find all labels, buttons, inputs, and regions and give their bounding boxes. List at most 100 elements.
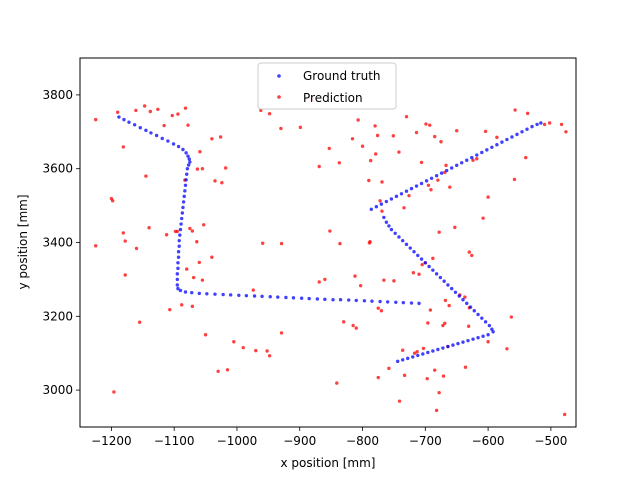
y-tick-label: 3600 — [42, 162, 73, 176]
prediction-point — [380, 180, 384, 184]
prediction-point — [397, 399, 402, 403]
prediction-point — [402, 373, 407, 378]
prediction-point — [279, 126, 283, 131]
ground-truth-point — [176, 286, 180, 291]
x-tick-label: −900 — [283, 434, 316, 448]
prediction-point — [267, 112, 272, 116]
ground-truth-point — [252, 294, 257, 298]
x-tick-label: −500 — [534, 434, 567, 448]
ground-truth-point — [122, 117, 126, 122]
ground-truth-point — [188, 160, 192, 164]
y-tick-label: 3800 — [42, 88, 73, 102]
ground-truth-point — [117, 115, 121, 119]
ground-truth-point — [412, 250, 416, 254]
prediction-point — [176, 112, 180, 116]
prediction-point — [447, 303, 451, 308]
ground-truth-point — [406, 356, 410, 361]
ground-truth-point — [181, 147, 185, 152]
ground-truth-point — [535, 122, 539, 127]
ground-truth-point — [455, 163, 459, 168]
prediction-point — [509, 315, 514, 319]
ground-truth-point — [436, 347, 440, 352]
prediction-point — [429, 188, 433, 192]
ground-truth-point — [427, 264, 431, 269]
prediction-point — [428, 123, 432, 127]
prediction-point — [417, 272, 421, 276]
ground-truth-point — [171, 142, 176, 146]
prediction-point — [376, 306, 380, 310]
prediction-point — [241, 345, 245, 350]
ground-truth-point — [446, 283, 450, 287]
ground-truth-point — [299, 296, 304, 300]
ground-truth-point — [431, 349, 435, 353]
prediction-point — [373, 124, 377, 128]
prediction-point — [404, 114, 409, 119]
prediction-point — [175, 229, 180, 234]
prediction-point — [415, 350, 419, 354]
ground-truth-point — [323, 297, 327, 302]
ground-truth-point — [424, 179, 429, 183]
prediction-point — [254, 348, 258, 353]
prediction-point — [431, 256, 435, 261]
x-tick-label: −1100 — [154, 434, 195, 448]
prediction-point — [183, 106, 188, 110]
ground-truth-point — [185, 167, 190, 171]
prediction-point — [223, 166, 228, 170]
ground-truth-point — [186, 163, 191, 167]
prediction-point — [448, 185, 452, 189]
ground-truth-point — [268, 295, 272, 299]
ground-truth-point — [487, 323, 492, 328]
prediction-point — [470, 253, 474, 258]
ground-truth-point — [525, 127, 529, 131]
prediction-point — [200, 167, 205, 171]
ground-truth-point — [404, 189, 409, 193]
ground-truth-point — [409, 186, 414, 191]
ground-truth-point — [530, 124, 534, 129]
ground-truth-point — [382, 215, 386, 220]
x-tick-label: −1000 — [217, 434, 258, 448]
ground-truth-point — [468, 305, 473, 309]
ground-truth-point — [539, 121, 543, 125]
ground-truth-point — [471, 337, 475, 341]
prediction-point — [337, 161, 341, 165]
prediction-point — [134, 246, 139, 251]
ground-truth-point — [186, 154, 190, 158]
ground-truth-point — [378, 299, 382, 304]
prediction-point — [121, 145, 126, 149]
y-axis-label: y position [mm] — [16, 194, 30, 289]
ground-truth-point — [179, 222, 183, 226]
ground-truth-point — [401, 358, 405, 362]
y-tick-label: 3000 — [42, 383, 73, 397]
prediction-point — [525, 111, 530, 116]
prediction-point — [512, 177, 517, 182]
ground-truth-point — [160, 136, 164, 141]
ground-truth-point — [176, 261, 180, 265]
ground-truth-point — [431, 268, 435, 272]
ground-truth-point — [369, 207, 374, 211]
prediction-point — [121, 231, 126, 235]
prediction-point — [94, 117, 98, 122]
prediction-point — [401, 348, 405, 352]
prediction-point — [391, 134, 395, 138]
prediction-point — [563, 412, 567, 417]
ground-truth-point — [187, 157, 191, 161]
prediction-point — [123, 239, 127, 243]
prediction-point — [356, 118, 360, 122]
prediction-point — [441, 323, 445, 328]
ground-truth-point — [411, 355, 415, 359]
ground-truth-point — [505, 137, 509, 142]
prediction-point — [342, 320, 346, 324]
prediction-point — [328, 229, 332, 233]
ground-truth-point — [480, 316, 484, 320]
ground-truth-point — [486, 333, 490, 337]
prediction-point — [367, 241, 372, 245]
ground-truth-point — [434, 174, 439, 178]
prediction-point — [379, 309, 384, 313]
prediction-point — [542, 122, 547, 127]
plot-frame — [79, 57, 577, 428]
prediction-point — [547, 121, 552, 125]
ground-truth-point — [132, 123, 137, 127]
prediction-point — [387, 366, 391, 371]
prediction-point — [421, 346, 426, 351]
prediction-point — [434, 408, 439, 413]
